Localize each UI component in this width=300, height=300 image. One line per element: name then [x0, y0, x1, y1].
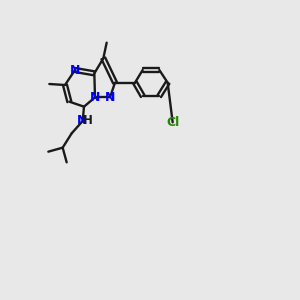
Text: N: N: [90, 91, 100, 104]
Text: H: H: [83, 115, 93, 128]
Text: N: N: [70, 64, 80, 76]
Text: N: N: [76, 115, 87, 128]
Text: N: N: [105, 91, 115, 104]
Text: Cl: Cl: [166, 116, 179, 129]
